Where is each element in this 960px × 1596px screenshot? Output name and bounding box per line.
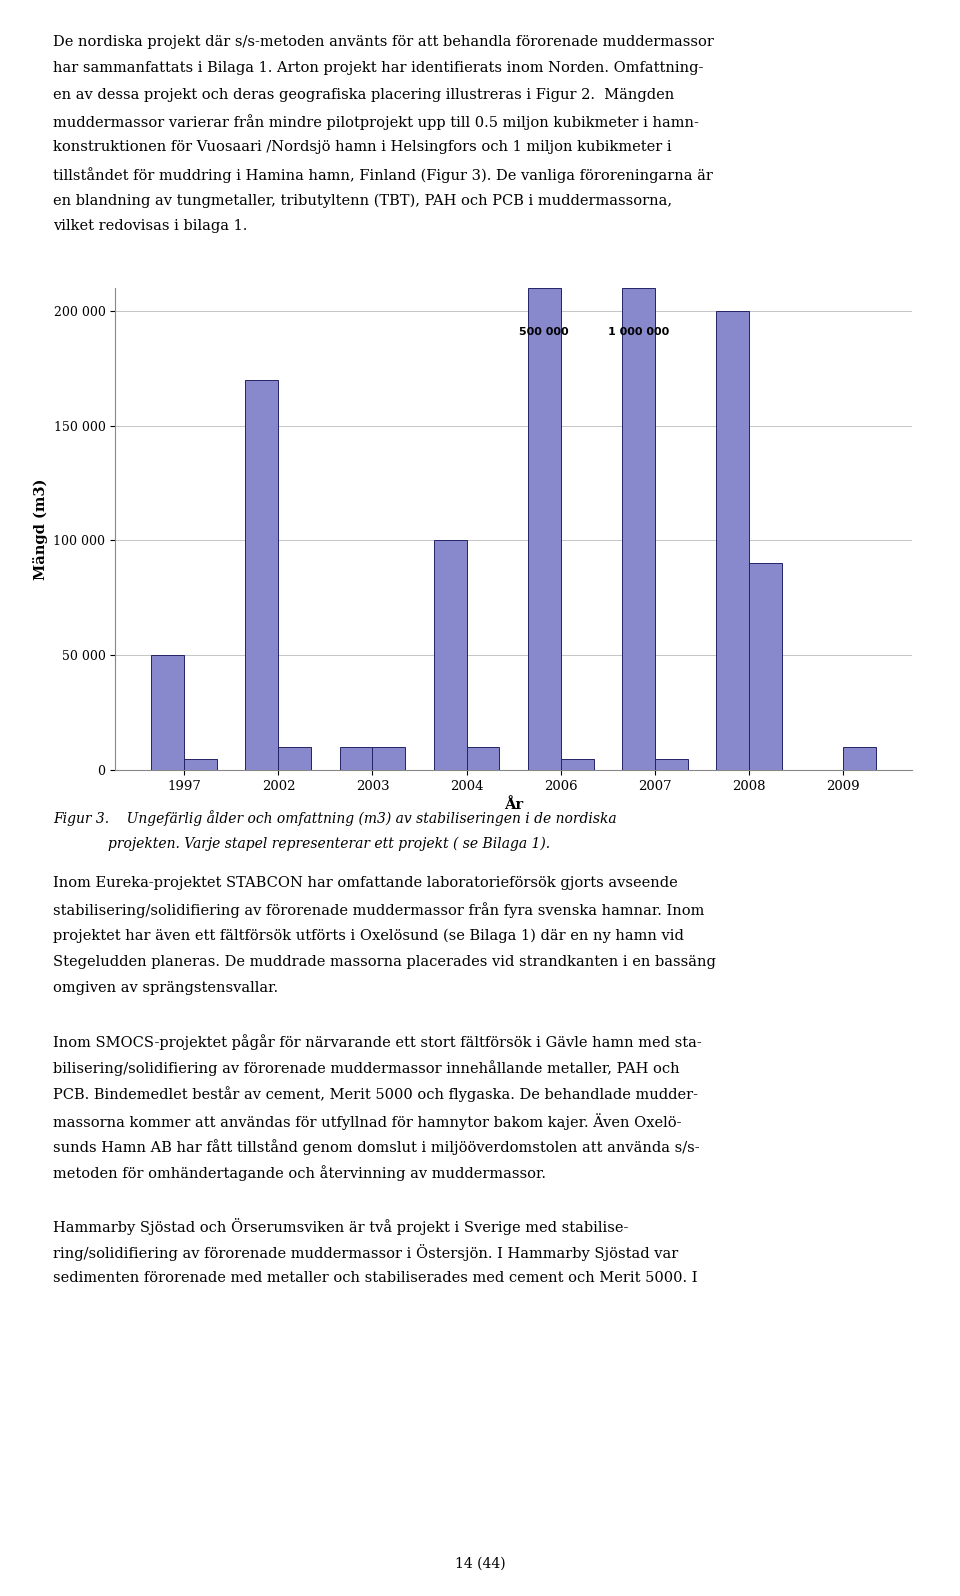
Text: har sammanfattats i Bilaga 1. Arton projekt har identifierats inom Norden. Omfat: har sammanfattats i Bilaga 1. Arton proj… [53, 61, 703, 75]
Text: sedimenten förorenade med metaller och stabiliserades med cement och Merit 5000.: sedimenten förorenade med metaller och s… [53, 1270, 697, 1285]
Bar [749, 563, 781, 769]
Text: Inom SMOCS-projektet pågår för närvarande ett stort fältförsök i Gävle hamn med : Inom SMOCS-projektet pågår för närvarand… [53, 1034, 702, 1050]
Text: bilisering/solidifiering av förorenade muddermassor innehållande metaller, PAH o: bilisering/solidifiering av förorenade m… [53, 1060, 680, 1076]
Text: stabilisering/solidifiering av förorenade muddermassor från fyra svenska hamnar.: stabilisering/solidifiering av förorenad… [53, 902, 705, 918]
Bar [184, 758, 217, 769]
Bar [152, 656, 184, 769]
Bar [655, 758, 687, 769]
Text: 14 (44): 14 (44) [455, 1556, 505, 1570]
Bar [716, 311, 749, 769]
Text: Stegeludden planeras. De muddrade massorna placerades vid strandkanten i en bass: Stegeludden planeras. De muddrade massor… [53, 954, 715, 969]
Bar [372, 747, 405, 769]
Bar [528, 287, 561, 769]
Text: PCB. Bindemedlet består av cement, Merit 5000 och flygaska. De behandlade mudder: PCB. Bindemedlet består av cement, Merit… [53, 1087, 698, 1103]
Text: ring/solidifiering av förorenade muddermassor i Östersjön. I Hammarby Sjöstad va: ring/solidifiering av förorenade mudderm… [53, 1245, 678, 1261]
Bar [843, 747, 876, 769]
Text: projekten. Varje stapel representerar ett projekt ( se Bilaga 1).: projekten. Varje stapel representerar et… [108, 836, 551, 851]
X-axis label: År: År [504, 798, 523, 812]
Text: sunds Hamn AB har fått tillstånd genom domslut i miljööverdomstolen att använda : sunds Hamn AB har fått tillstånd genom d… [53, 1140, 700, 1156]
Bar [561, 758, 593, 769]
Bar [434, 541, 467, 769]
Text: vilket redovisas i bilaga 1.: vilket redovisas i bilaga 1. [53, 220, 247, 233]
Text: konstruktionen för Vuosaari /Nordsjö hamn i Helsingfors och 1 miljon kubikmeter : konstruktionen för Vuosaari /Nordsjö ham… [53, 140, 671, 155]
Bar [340, 747, 372, 769]
Text: metoden för omhändertagande och återvinning av muddermassor.: metoden för omhändertagande och återvinn… [53, 1165, 546, 1181]
Text: muddermassor varierar från mindre pilotprojekt upp till 0.5 miljon kubikmeter i : muddermassor varierar från mindre pilotp… [53, 115, 699, 129]
Text: 500 000: 500 000 [519, 327, 569, 337]
Text: De nordiska projekt där s/s-metoden använts för att behandla förorenade mudderma: De nordiska projekt där s/s-metoden anvä… [53, 35, 713, 49]
Text: Figur 3.    Ungefärlig ålder och omfattning (m3) av stabiliseringen i de nordisk: Figur 3. Ungefärlig ålder och omfattning… [53, 809, 616, 825]
Text: en blandning av tungmetaller, tributyltenn (TBT), PAH och PCB i muddermassorna,: en blandning av tungmetaller, tributylte… [53, 193, 672, 207]
Bar [246, 380, 278, 769]
Bar [278, 747, 311, 769]
Text: tillståndet för muddring i Hamina hamn, Finland (Figur 3). De vanliga förorening: tillståndet för muddring i Hamina hamn, … [53, 168, 712, 182]
Text: massorna kommer att användas för utfyllnad för hamnytor bakom kajer. Även Oxelö-: massorna kommer att användas för utfylln… [53, 1112, 682, 1130]
Bar [467, 747, 499, 769]
Text: Hammarby Sjöstad och Örserumsviken är två projekt i Sverige med stabilise-: Hammarby Sjöstad och Örserumsviken är tv… [53, 1218, 628, 1235]
Text: en av dessa projekt och deras geografiska placering illustreras i Figur 2.  Mäng: en av dessa projekt och deras geografisk… [53, 88, 674, 102]
Y-axis label: Mängd (m3): Mängd (m3) [33, 479, 48, 579]
Text: omgiven av sprängstensvallar.: omgiven av sprängstensvallar. [53, 982, 278, 994]
Text: Inom Eureka-projektet STABCON har omfattande laboratorieförsök gjorts avseende: Inom Eureka-projektet STABCON har omfatt… [53, 876, 678, 889]
Bar [622, 287, 655, 769]
Text: projektet har även ett fältförsök utförts i Oxelösund (se Bilaga 1) där en ny ha: projektet har även ett fältförsök utfört… [53, 929, 684, 943]
Text: 1 000 000: 1 000 000 [608, 327, 669, 337]
